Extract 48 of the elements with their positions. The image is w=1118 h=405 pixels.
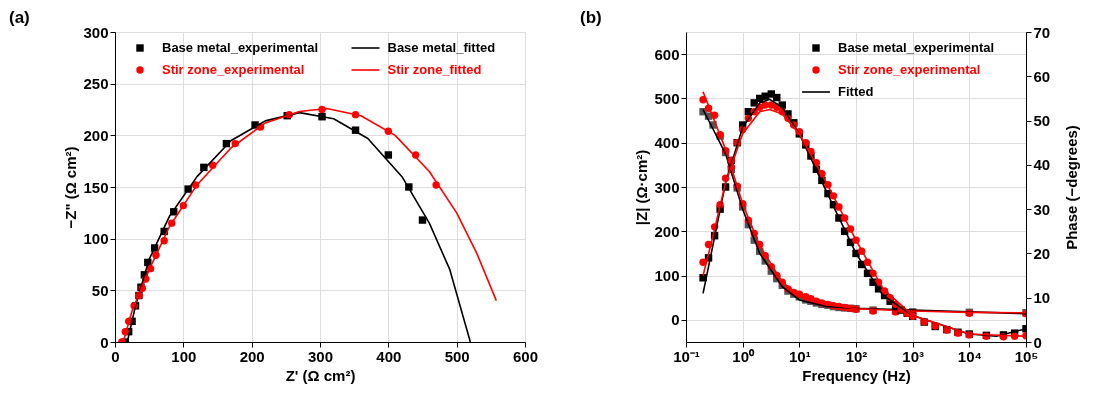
x-tick-label: 10⁰ <box>732 347 756 365</box>
y-tick-label: 500 <box>654 89 680 107</box>
x-tick-label: 10¹ <box>788 347 811 365</box>
y-tick-label: 600 <box>654 45 680 63</box>
y-tick-label: 300 <box>83 23 109 41</box>
x-tick-label: 0 <box>111 347 120 365</box>
legend-label: Stir zone_fitted <box>387 62 482 77</box>
y-tick-label: 50 <box>91 281 109 299</box>
y-tick-label: 100 <box>654 267 680 285</box>
y-tick-label: 200 <box>654 222 680 240</box>
y2-tick-label: 60 <box>1033 67 1051 85</box>
y-tick-label: 150 <box>83 178 109 196</box>
x-tick-label: 500 <box>444 347 470 365</box>
x-tick-label: 10⁴ <box>957 347 982 365</box>
legend-label: Base metal_fitted <box>387 40 496 55</box>
y2-tick-label: 20 <box>1033 244 1051 262</box>
chart-title: (a) <box>8 8 30 27</box>
legend-label: Base metal_experimental <box>162 40 319 55</box>
legend-label: Stir zone_experimental <box>162 62 305 77</box>
y2-tick-label: 50 <box>1033 112 1051 130</box>
y-tick-label: 100 <box>83 230 109 248</box>
x-tick-label: 400 <box>376 347 402 365</box>
y2-tick-label: 40 <box>1033 156 1051 174</box>
x-tick-label: 100 <box>171 347 197 365</box>
y-tick-label: 400 <box>654 134 680 152</box>
x-tick-label: 300 <box>307 347 334 365</box>
legend-label: Base metal_experimental <box>838 40 995 55</box>
y-tick-label: 200 <box>83 126 109 144</box>
y-tick-label: 0 <box>100 333 109 351</box>
y-axis-title: −Z" (Ω cm²) <box>62 146 80 229</box>
x-axis-title: Frequency (Hz) <box>802 366 911 384</box>
x-tick-label: 10³ <box>902 347 925 365</box>
x-axis-title: Z' (Ω cm²) <box>285 366 356 384</box>
y2-tick-label: 30 <box>1033 200 1051 218</box>
chart-title: (b) <box>579 8 602 27</box>
y-tick-label: 300 <box>654 178 680 196</box>
x-tick-label: 10⁻¹ <box>673 347 700 365</box>
legend-label: Fitted <box>838 84 874 99</box>
legend-label: Stir zone_experimental <box>838 62 981 77</box>
x-tick-label: 10² <box>845 347 868 365</box>
y2-axis-title: Phase (−degrees) <box>1063 125 1081 250</box>
y2-tick-label: 70 <box>1033 23 1051 41</box>
x-tick-label: 600 <box>512 347 539 365</box>
y-axis-title: |Z| (Ω·cm²) <box>633 149 651 226</box>
y2-tick-label: 10 <box>1033 289 1051 307</box>
x-tick-label: 200 <box>239 347 265 365</box>
y-tick-label: 250 <box>83 75 109 93</box>
y-tick-label: 0 <box>671 311 680 329</box>
